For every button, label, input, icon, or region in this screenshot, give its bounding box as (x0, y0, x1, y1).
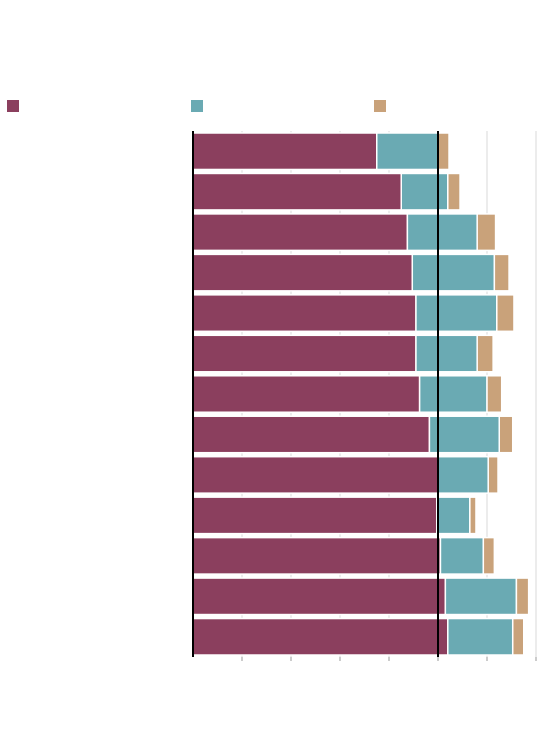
bar-segment (496, 294, 515, 333)
bar-segment (447, 172, 461, 211)
bar-segment (192, 455, 439, 494)
bar-segment (439, 536, 485, 575)
bar-segment (415, 294, 498, 333)
bar-segment (192, 536, 442, 575)
bar-segment (428, 415, 500, 454)
bar-segment (192, 415, 431, 454)
bar-segment (192, 617, 449, 656)
legend (0, 100, 560, 112)
bar-segment (476, 213, 497, 252)
bar-segment (493, 253, 510, 292)
bar-segment (192, 375, 421, 413)
bar-segment (487, 455, 499, 494)
bar-segment (192, 213, 409, 252)
bar-segment (437, 455, 489, 494)
bar-segment (437, 132, 450, 171)
bar-segment (482, 536, 496, 575)
bar-segment (436, 496, 471, 535)
bar-segment (192, 334, 417, 373)
legend-item-series-c (374, 100, 392, 112)
bar-segment (192, 253, 414, 292)
bar-segment (192, 132, 378, 171)
bar-segment (192, 577, 447, 616)
bar-segment (192, 294, 417, 333)
legend-swatch-series-b (191, 100, 203, 112)
bar-segment (515, 577, 530, 616)
bar-segment (192, 172, 402, 211)
bar-segment (444, 577, 518, 616)
bar-segment (376, 132, 439, 171)
bar-segment (418, 375, 488, 413)
bar-segment (400, 172, 449, 211)
bar-segment (406, 213, 478, 252)
legend-item-series-a (7, 100, 25, 112)
legend-item-series-b (191, 100, 209, 112)
bar-segment (415, 334, 478, 373)
bar-segment (486, 375, 503, 413)
bar-segment (476, 334, 494, 373)
bar-segment (447, 617, 514, 656)
bar-segment (498, 415, 514, 454)
bar-segment (469, 496, 477, 535)
legend-swatch-series-a (7, 100, 19, 112)
bar-segment (511, 617, 525, 656)
bar-segment (411, 253, 496, 292)
bar-segment (192, 496, 438, 535)
legend-swatch-series-c (374, 100, 386, 112)
